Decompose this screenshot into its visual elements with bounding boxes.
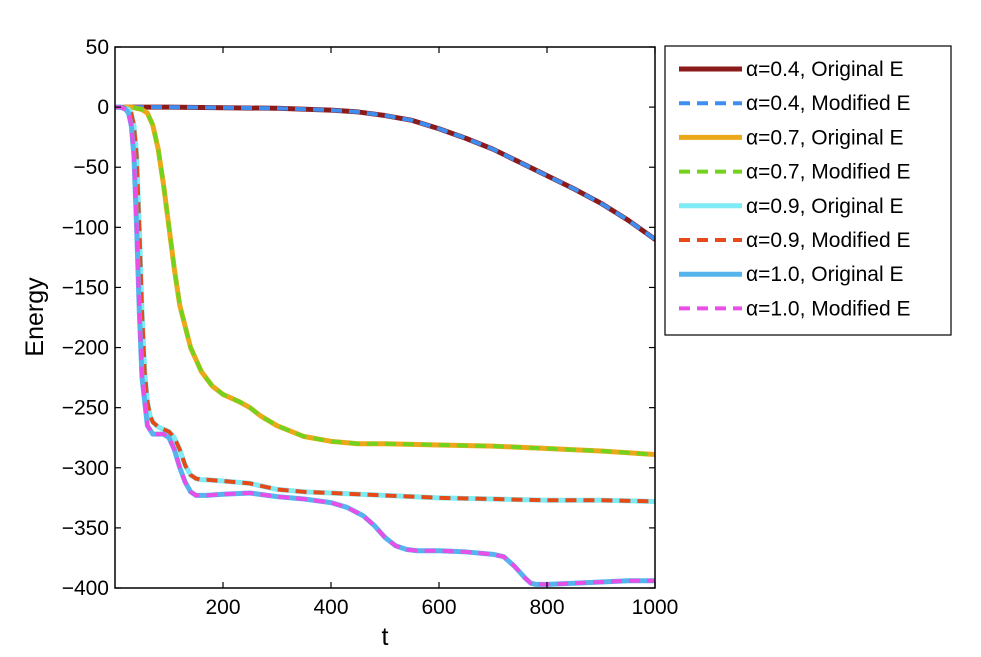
series-line-8 — [115, 105, 655, 587]
x-tick-label: 400 — [313, 596, 348, 619]
x-tick-label: 1000 — [632, 596, 679, 619]
y-tick-label: −350 — [62, 517, 109, 540]
legend-label-6: α=0.9, Modified E — [746, 229, 910, 252]
legend-label-4: α=0.7, Modified E — [746, 161, 910, 184]
y-tick-label: −200 — [62, 337, 109, 360]
y-tick-label: 0 — [97, 96, 109, 119]
y-tick-label: −400 — [62, 577, 109, 600]
x-tick-label: 600 — [421, 596, 456, 619]
y-tick-label: −250 — [62, 397, 109, 420]
x-tick-label: 200 — [205, 596, 240, 619]
legend-label-8: α=1.0, Modified E — [746, 297, 910, 320]
series-line-4 — [115, 105, 655, 457]
plot-frame — [114, 46, 656, 589]
legend-label-7: α=1.0, Original E — [746, 263, 903, 286]
legend-label-2: α=0.4, Modified E — [746, 92, 910, 115]
series-line-6 — [115, 105, 655, 504]
x-axis-title: t — [382, 623, 389, 651]
y-tick-label: −100 — [62, 216, 109, 239]
legend: α=0.4, Original E α=0.4, Modified E α=0.7,… — [664, 45, 952, 336]
series-line-2 — [115, 105, 655, 241]
plot-background — [115, 47, 655, 588]
legend-label-1: α=0.4, Original E — [746, 58, 903, 81]
x-tick-label: 800 — [529, 596, 564, 619]
legend-box — [664, 45, 952, 336]
y-tick-label: 50 — [86, 36, 109, 59]
y-axis-title: Energy — [21, 277, 49, 357]
y-tick-label: −150 — [62, 276, 109, 299]
legend-label-5: α=0.9, Original E — [746, 195, 903, 218]
legend-label-3: α=0.7, Original E — [746, 126, 903, 149]
y-tick-label: −300 — [62, 457, 109, 480]
y-tick-label: −50 — [73, 156, 109, 179]
